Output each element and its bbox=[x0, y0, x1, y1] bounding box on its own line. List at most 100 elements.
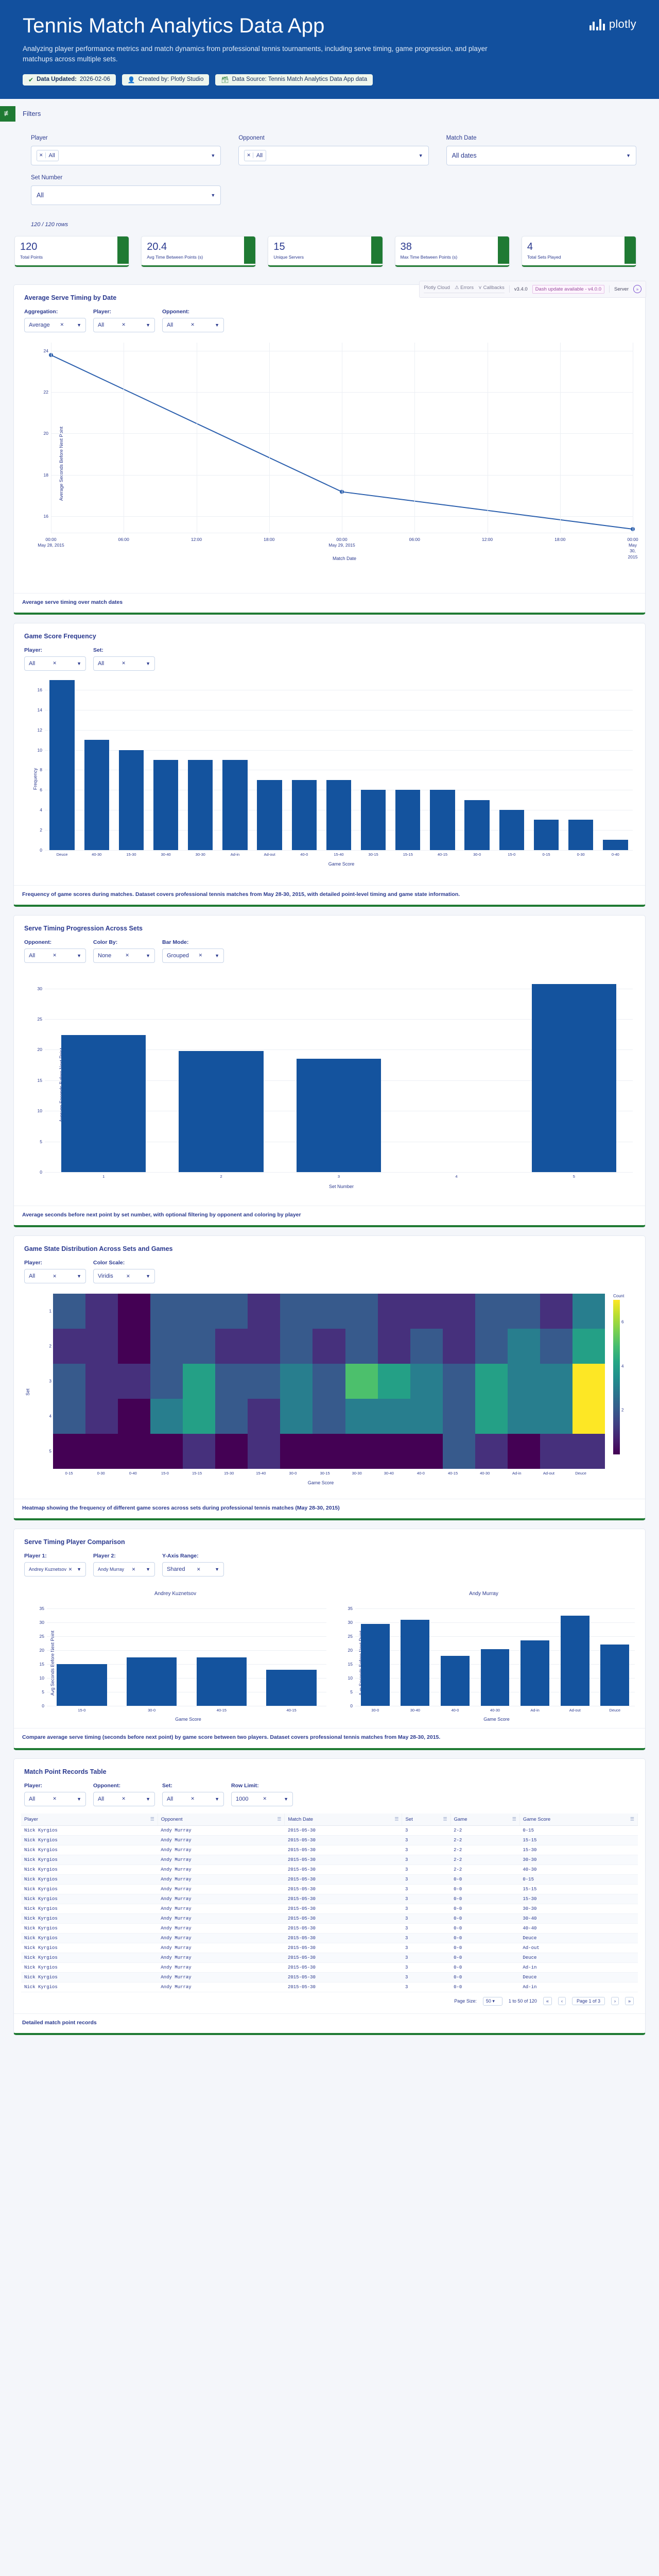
clear-icon[interactable]: ✕ bbox=[53, 660, 57, 666]
clear-icon[interactable]: ✕ bbox=[68, 1566, 73, 1572]
filter-match-date-dropdown[interactable]: All dates ▼ bbox=[446, 145, 636, 165]
chevron-down-icon[interactable]: ▼ bbox=[77, 1274, 81, 1279]
clear-icon[interactable]: ✕ bbox=[122, 660, 126, 666]
bar bbox=[296, 1059, 381, 1172]
player-dropdown[interactable]: All ✕ ▼ bbox=[93, 317, 155, 332]
chevron-down-icon[interactable]: ▼ bbox=[146, 1567, 150, 1572]
table-column-header[interactable]: Game Score ☰ bbox=[519, 1813, 638, 1826]
filter-icon[interactable]: ☰ bbox=[277, 1816, 282, 1822]
bar-mode-dropdown[interactable]: Grouped ✕ ▼ bbox=[162, 948, 224, 963]
color-scale-dropdown[interactable]: Viridis ✕ ▼ bbox=[93, 1269, 155, 1284]
chevron-down-icon[interactable]: ▼ bbox=[146, 953, 150, 958]
clear-icon[interactable]: ✕ bbox=[122, 322, 126, 327]
chevron-down-icon[interactable]: ▼ bbox=[77, 660, 81, 666]
filter-icon[interactable]: ☰ bbox=[630, 1816, 634, 1822]
clear-icon[interactable]: ✕ bbox=[53, 1273, 57, 1279]
set-dropdown[interactable]: All ✕ ▼ bbox=[162, 1791, 224, 1806]
clear-icon[interactable]: ✕ bbox=[245, 152, 253, 158]
badge-created-by-text: Created by: Plotly Studio bbox=[138, 76, 204, 82]
player-2-dropdown[interactable]: Andy Murray ✕ ▼ bbox=[93, 1562, 155, 1577]
callbacks-link[interactable]: ⋎ Callbacks bbox=[478, 285, 505, 291]
filter-opponent-token[interactable]: ✕ All bbox=[244, 149, 267, 161]
chevron-down-icon[interactable]: ▼ bbox=[215, 322, 219, 328]
grid-line bbox=[47, 1650, 326, 1651]
player-dropdown[interactable]: All ✕ ▼ bbox=[24, 1269, 86, 1284]
x-tick-time: 00:00 bbox=[627, 536, 638, 542]
set-dropdown[interactable]: All ✕ ▼ bbox=[93, 656, 155, 671]
first-page-button[interactable]: « bbox=[543, 1997, 552, 2006]
filter-set-number-label: Set Number bbox=[31, 174, 63, 181]
opponent-dropdown[interactable]: All ✕ ▼ bbox=[24, 948, 86, 963]
clear-icon[interactable]: ✕ bbox=[53, 1796, 57, 1802]
clear-icon[interactable]: ✕ bbox=[198, 953, 203, 958]
chevron-down-icon[interactable]: ▼ bbox=[146, 322, 150, 328]
last-page-button[interactable]: » bbox=[625, 1997, 634, 2006]
bar-column bbox=[79, 680, 114, 850]
filter-set-number-dropdown[interactable]: All ▼ bbox=[31, 185, 221, 205]
bar-column bbox=[321, 680, 356, 850]
clear-icon[interactable]: ✕ bbox=[190, 322, 195, 327]
clear-icon[interactable]: ✕ bbox=[37, 152, 46, 158]
bar-column bbox=[515, 976, 633, 1172]
player-dropdown[interactable]: All ✕ ▼ bbox=[24, 656, 86, 671]
chevron-down-icon[interactable]: ▼ bbox=[77, 953, 81, 958]
color-by-dropdown[interactable]: None ✕ ▼ bbox=[93, 948, 155, 963]
opponent-dropdown[interactable]: All ✕ ▼ bbox=[162, 317, 224, 332]
chevron-down-icon[interactable]: ▼ bbox=[215, 953, 219, 958]
table-column-header[interactable]: Opponent ☰ bbox=[158, 1813, 285, 1826]
chevron-down-icon[interactable]: ▼ bbox=[215, 1567, 219, 1572]
chevron-down-icon[interactable]: ▼ bbox=[215, 1796, 219, 1802]
serve-progression-controls: Opponent: All ✕ ▼ Color By: None ✕ ▼ Bar M… bbox=[21, 939, 638, 968]
clear-icon[interactable]: ✕ bbox=[125, 953, 129, 958]
dash-devtools-toolbar[interactable]: Plotly Cloud ⚠ Errors ⋎ Callbacks v3.4.0… bbox=[419, 280, 646, 298]
clear-icon[interactable]: ✕ bbox=[126, 1273, 130, 1279]
page-size-select[interactable]: 50 ▾ bbox=[482, 1996, 502, 2006]
player-1-dropdown[interactable]: Andrey Kuznetsov ✕ ▼ bbox=[24, 1562, 86, 1577]
chevron-down-icon[interactable]: ▼ bbox=[77, 1796, 81, 1802]
chevron-down-icon[interactable]: ▼ bbox=[146, 1796, 150, 1802]
clear-icon[interactable]: ✕ bbox=[190, 1796, 195, 1802]
table-column-header[interactable]: Set ☰ bbox=[402, 1813, 451, 1826]
player-dropdown[interactable]: All ✕ ▼ bbox=[24, 1791, 86, 1806]
heatmap-plot: Set 1 2 3 4 5 Count 2 4 6 0-15 0-30 0-40 15-0 15-1… bbox=[21, 1289, 638, 1496]
clear-icon[interactable]: ✕ bbox=[131, 1566, 136, 1572]
clear-icon[interactable]: ✕ bbox=[122, 1796, 126, 1802]
chevron-down-icon[interactable]: ▼ bbox=[77, 322, 81, 328]
chevron-down-icon[interactable]: ▼ bbox=[418, 152, 423, 158]
clear-icon[interactable]: ✕ bbox=[263, 1796, 267, 1802]
plotly-cloud-link[interactable]: Plotly Cloud bbox=[424, 285, 450, 291]
chevron-down-icon[interactable]: ▼ bbox=[146, 1274, 150, 1279]
chevron-down-icon[interactable]: ▼ bbox=[146, 660, 150, 666]
aggregation-dropdown[interactable]: Average ✕ ▼ bbox=[24, 317, 86, 332]
next-page-button[interactable]: › bbox=[611, 1997, 619, 2006]
clear-icon[interactable]: ✕ bbox=[197, 1566, 201, 1572]
opponent-dropdown[interactable]: All ✕ ▼ bbox=[93, 1791, 155, 1806]
filter-icon[interactable]: ☰ bbox=[512, 1816, 516, 1822]
errors-link[interactable]: ⚠ Errors bbox=[454, 285, 474, 291]
table-cell: 3 bbox=[402, 1953, 451, 1963]
chevron-down-icon[interactable]: ▼ bbox=[211, 152, 216, 158]
table-cell: Nick Kyrgios bbox=[21, 1845, 158, 1855]
clear-icon[interactable]: ✕ bbox=[60, 322, 64, 327]
y-tick-label: 10 bbox=[37, 747, 42, 753]
filter-icon[interactable]: ☰ bbox=[394, 1816, 399, 1822]
chevron-down-icon[interactable]: ▼ bbox=[211, 192, 216, 198]
filter-icon[interactable]: ☰ bbox=[443, 1816, 447, 1822]
filter-player-dropdown[interactable]: ✕ All ▼ bbox=[31, 145, 221, 165]
table-column-header[interactable]: Game ☰ bbox=[450, 1813, 520, 1826]
filter-opponent-dropdown[interactable]: ✕ All ▼ bbox=[238, 145, 429, 165]
clear-icon[interactable]: ✕ bbox=[53, 953, 57, 958]
chevron-down-icon[interactable]: ▼ bbox=[284, 1796, 288, 1802]
table-column-header[interactable]: Player ☰ bbox=[21, 1813, 158, 1826]
chevron-down-icon[interactable]: ▼ bbox=[626, 152, 631, 158]
filter-icon[interactable]: ☰ bbox=[150, 1816, 154, 1822]
prev-page-button[interactable]: ‹ bbox=[558, 1997, 566, 2006]
table-column-header[interactable]: Match Date ☰ bbox=[284, 1813, 403, 1826]
row-limit-dropdown[interactable]: 1000 ✕ ▼ bbox=[231, 1791, 293, 1806]
filter-player-token[interactable]: ✕ All bbox=[37, 149, 59, 161]
dash-update-badge[interactable]: Dash update available - v4.0.0 bbox=[532, 284, 605, 294]
y-axis-range-dropdown[interactable]: Shared ✕ ▼ bbox=[162, 1562, 224, 1577]
devtools-toggle-icon[interactable]: » bbox=[633, 285, 641, 293]
chevron-down-icon[interactable]: ▼ bbox=[77, 1567, 81, 1572]
x-tick-label: 40-0 bbox=[417, 1471, 425, 1476]
